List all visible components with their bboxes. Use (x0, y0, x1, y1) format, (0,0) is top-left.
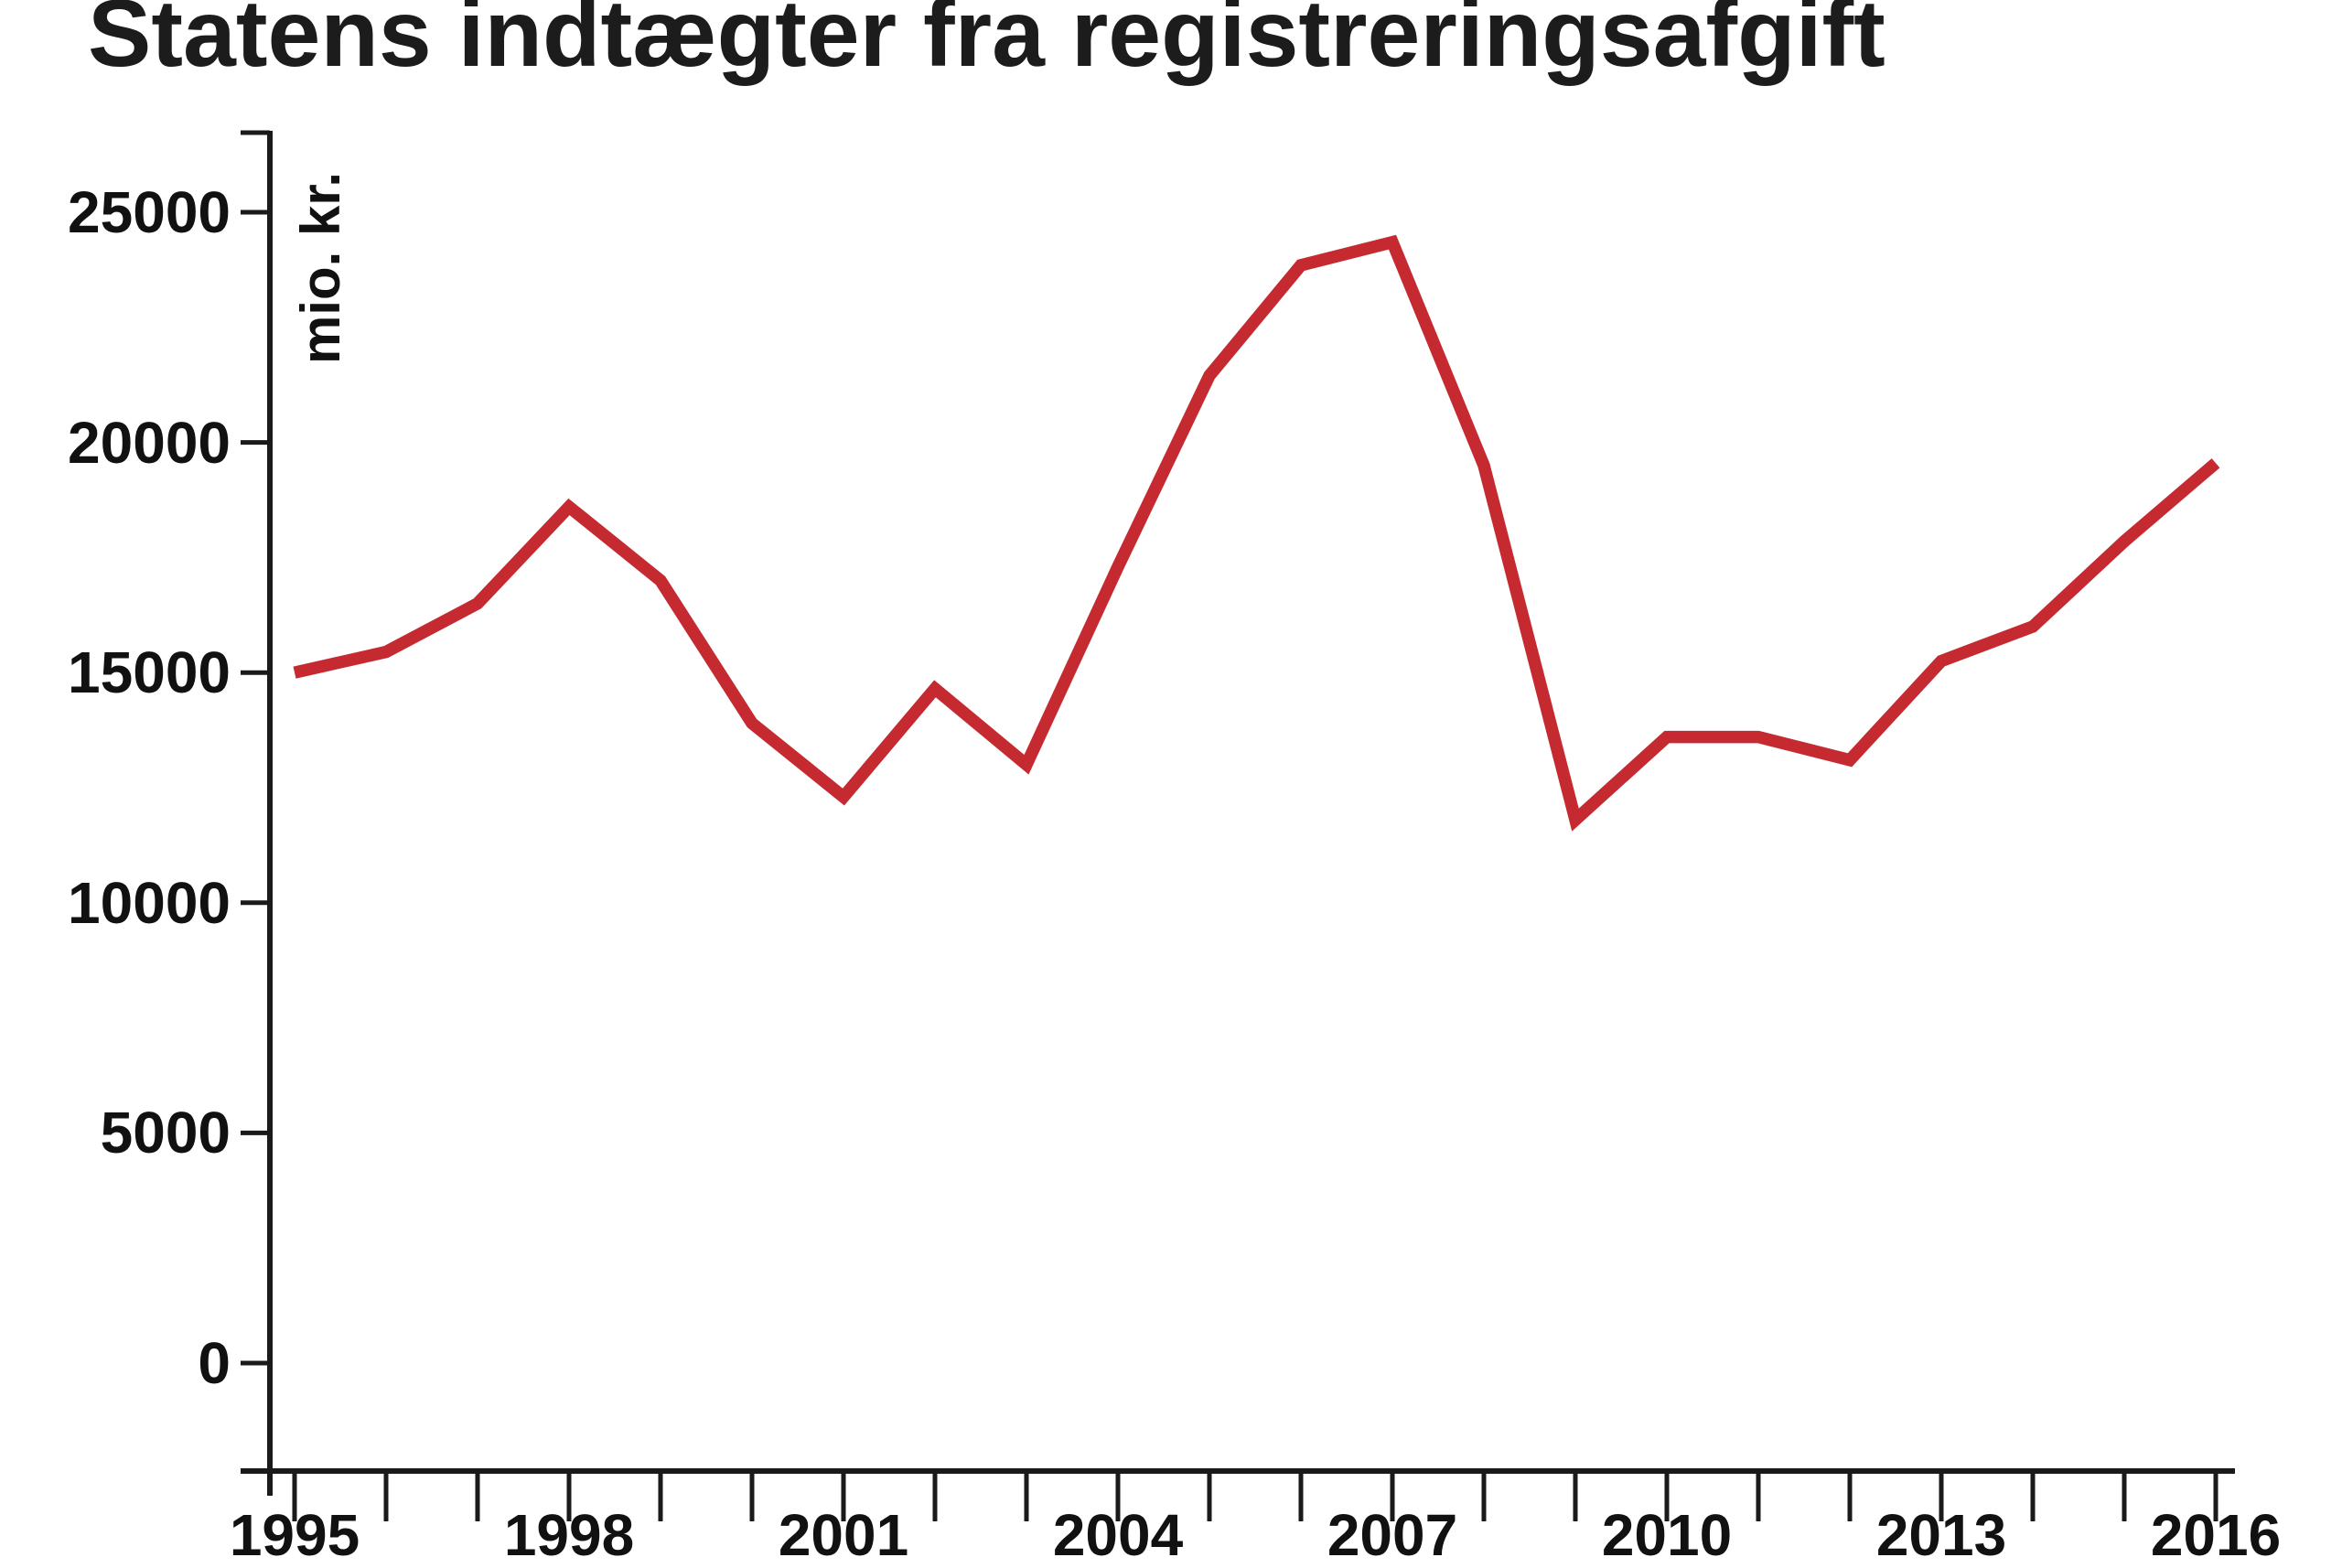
x-tick-label-2016: 2016 (2150, 1502, 2282, 1568)
y-tick-label-5000: 5000 (100, 1100, 231, 1166)
chart-title: Statens indtægter fra registreringsafgif… (88, 0, 1885, 87)
y-tick-label-0: 0 (198, 1330, 231, 1396)
x-tick-label-1998: 1998 (503, 1502, 635, 1568)
x-tick-label-2007: 2007 (1327, 1502, 1458, 1568)
y-tick-label-20000: 20000 (68, 409, 231, 476)
x-tick-label-2004: 2004 (1052, 1502, 1184, 1568)
x-tick-label-1995: 1995 (229, 1502, 360, 1568)
y-tick-label-10000: 10000 (68, 869, 231, 936)
revenue-line-series (293, 234, 2220, 832)
y-axis-unit-label: mio. kr. (290, 171, 351, 364)
y-tick-label-25000: 25000 (68, 179, 231, 245)
y-tick-label-15000: 15000 (68, 639, 231, 706)
x-tick-label-2001: 2001 (778, 1502, 909, 1568)
x-tick-label-2010: 2010 (1601, 1502, 1733, 1568)
x-tick-label-2013: 2013 (1875, 1502, 2007, 1568)
